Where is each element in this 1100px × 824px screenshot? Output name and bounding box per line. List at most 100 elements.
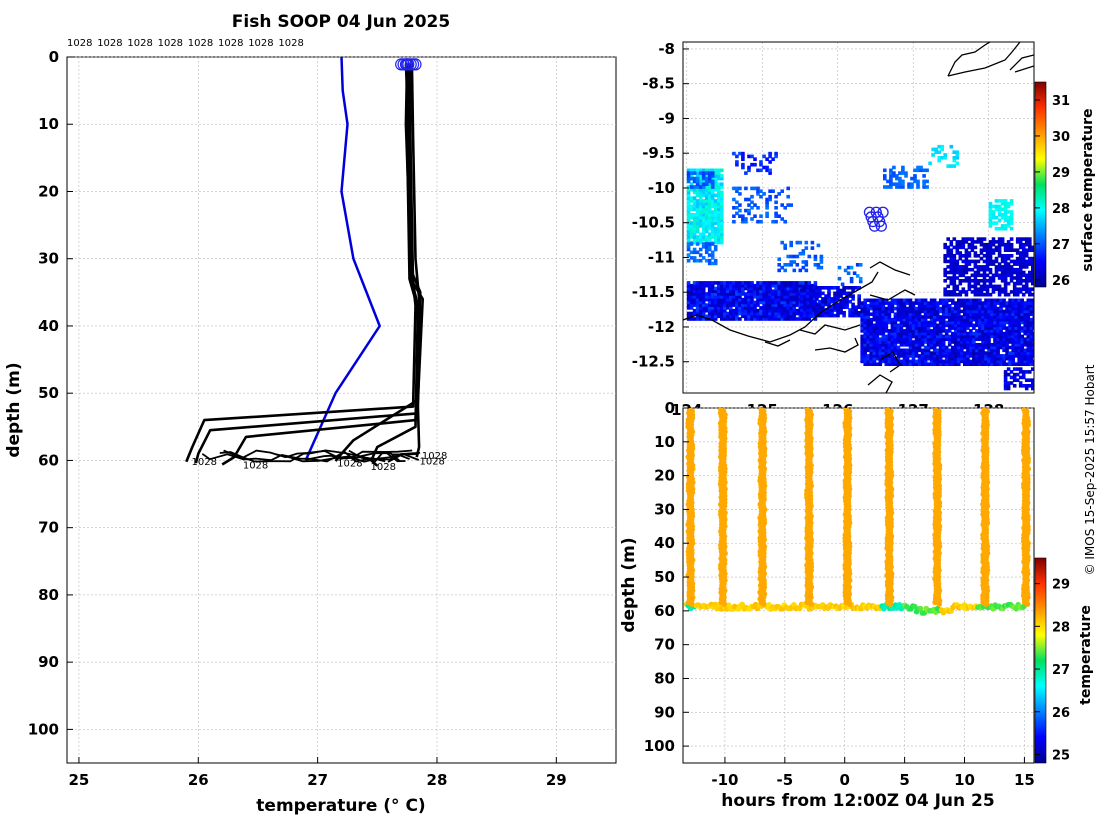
sst-cell: [750, 206, 754, 210]
sst-cell: [952, 245, 957, 250]
sst-cell: [846, 271, 851, 275]
sst-cell: [908, 298, 913, 303]
sst-cell: [914, 337, 919, 341]
sst-cell: [803, 302, 807, 307]
sst-cell: [726, 292, 730, 296]
sst-cell: [920, 340, 925, 344]
y-tick-label: 50: [38, 384, 59, 402]
sst-cell: [777, 300, 781, 305]
sst-cell: [984, 309, 988, 314]
sst-cell: [1026, 306, 1031, 311]
sst-cell: [816, 265, 821, 270]
sst-cell: [1011, 362, 1015, 366]
sst-cell: [836, 294, 840, 298]
sst-cell: [707, 311, 712, 316]
sst-cell: [905, 334, 910, 339]
sst-cell: [979, 290, 984, 294]
sst-cell: [692, 213, 697, 217]
sst-cell: [1024, 279, 1029, 283]
sst-cell: [960, 331, 964, 336]
sst-cell: [1012, 281, 1017, 286]
sst-cell: [783, 243, 787, 248]
sst-cell: [914, 343, 919, 347]
sst-cell: [890, 331, 895, 336]
sst-cell: [902, 317, 907, 322]
sst-cell: [972, 323, 976, 328]
sst-cell: [875, 345, 880, 350]
sst-cell: [991, 251, 996, 255]
sst-cell: [951, 331, 955, 336]
sst-cell: [890, 362, 895, 366]
sst-cell: [957, 309, 961, 314]
sst-cell: [768, 292, 772, 296]
sst-cell: [726, 303, 730, 307]
sst-cell: [911, 306, 916, 311]
sst-cell: [741, 162, 745, 167]
sst-cell: [878, 301, 883, 305]
sst-cell: [750, 162, 754, 167]
sst-cell: [920, 309, 925, 314]
sst-cell: [944, 356, 949, 361]
sst-cell: [1029, 301, 1034, 305]
sst-cell: [756, 314, 760, 319]
sst-cell: [943, 259, 947, 264]
sst-cell: [695, 188, 700, 192]
sst-cell: [795, 281, 800, 285]
sst-cell: [940, 144, 944, 149]
sst-cell: [720, 317, 724, 321]
sst-cell: [963, 320, 967, 325]
sst-cell: [997, 218, 1002, 223]
sst-cell: [717, 292, 721, 296]
sst-cell: [1026, 354, 1031, 358]
sst-cell: [929, 354, 934, 358]
sst-cell: [947, 334, 952, 339]
sst-cell: [957, 334, 961, 339]
sst-cell: [1002, 301, 1006, 305]
sst-cell: [686, 196, 691, 200]
sst-cell: [783, 314, 787, 319]
sst-cell: [701, 174, 706, 178]
sst-cell: [1006, 201, 1011, 206]
sst-cell: [984, 354, 988, 358]
sst-cell: [1024, 240, 1029, 244]
sst-cell: [686, 235, 691, 239]
sst-cell: [890, 340, 895, 344]
sst-cell: [917, 312, 922, 316]
sst-cell: [1006, 381, 1011, 385]
sst-cell: [866, 334, 870, 339]
sst-cell: [975, 334, 979, 339]
sst-cell: [695, 193, 700, 198]
sst-cell: [1021, 370, 1026, 374]
sst-cell: [704, 235, 709, 239]
sst-cell: [975, 323, 979, 328]
sst-cell: [961, 240, 966, 244]
section-x-tick-label: 5: [899, 771, 909, 789]
sst-cell: [707, 289, 712, 293]
section-point: [808, 601, 814, 607]
sst-cell: [917, 359, 922, 364]
sst-cell: [839, 308, 843, 312]
sst-cell: [984, 362, 988, 366]
sst-cell: [1024, 254, 1029, 258]
sst-cell: [723, 314, 727, 319]
sst-cell: [890, 329, 895, 333]
sst-cell: [999, 317, 1003, 322]
sst-cell: [821, 305, 825, 309]
sst-cell: [949, 276, 954, 280]
sst-cell: [1012, 287, 1017, 291]
sst-cell: [786, 295, 790, 299]
sst-cell: [795, 283, 800, 288]
sst-cell: [929, 334, 934, 339]
sst-cell: [911, 323, 916, 328]
sst-cell: [872, 340, 877, 344]
sst-cell: [938, 323, 943, 328]
sst-cell: [941, 301, 946, 305]
sst-cell: [875, 348, 880, 353]
sst-cell: [979, 237, 984, 241]
sst-cell: [898, 179, 902, 184]
sst-cell: [947, 356, 952, 361]
sst-cell: [993, 320, 997, 325]
credit-text: © IMOS 15-Sep-2025 15:57 Hobart: [1083, 364, 1097, 575]
sst-cell: [1000, 199, 1005, 203]
top-label: 1028: [218, 38, 243, 49]
